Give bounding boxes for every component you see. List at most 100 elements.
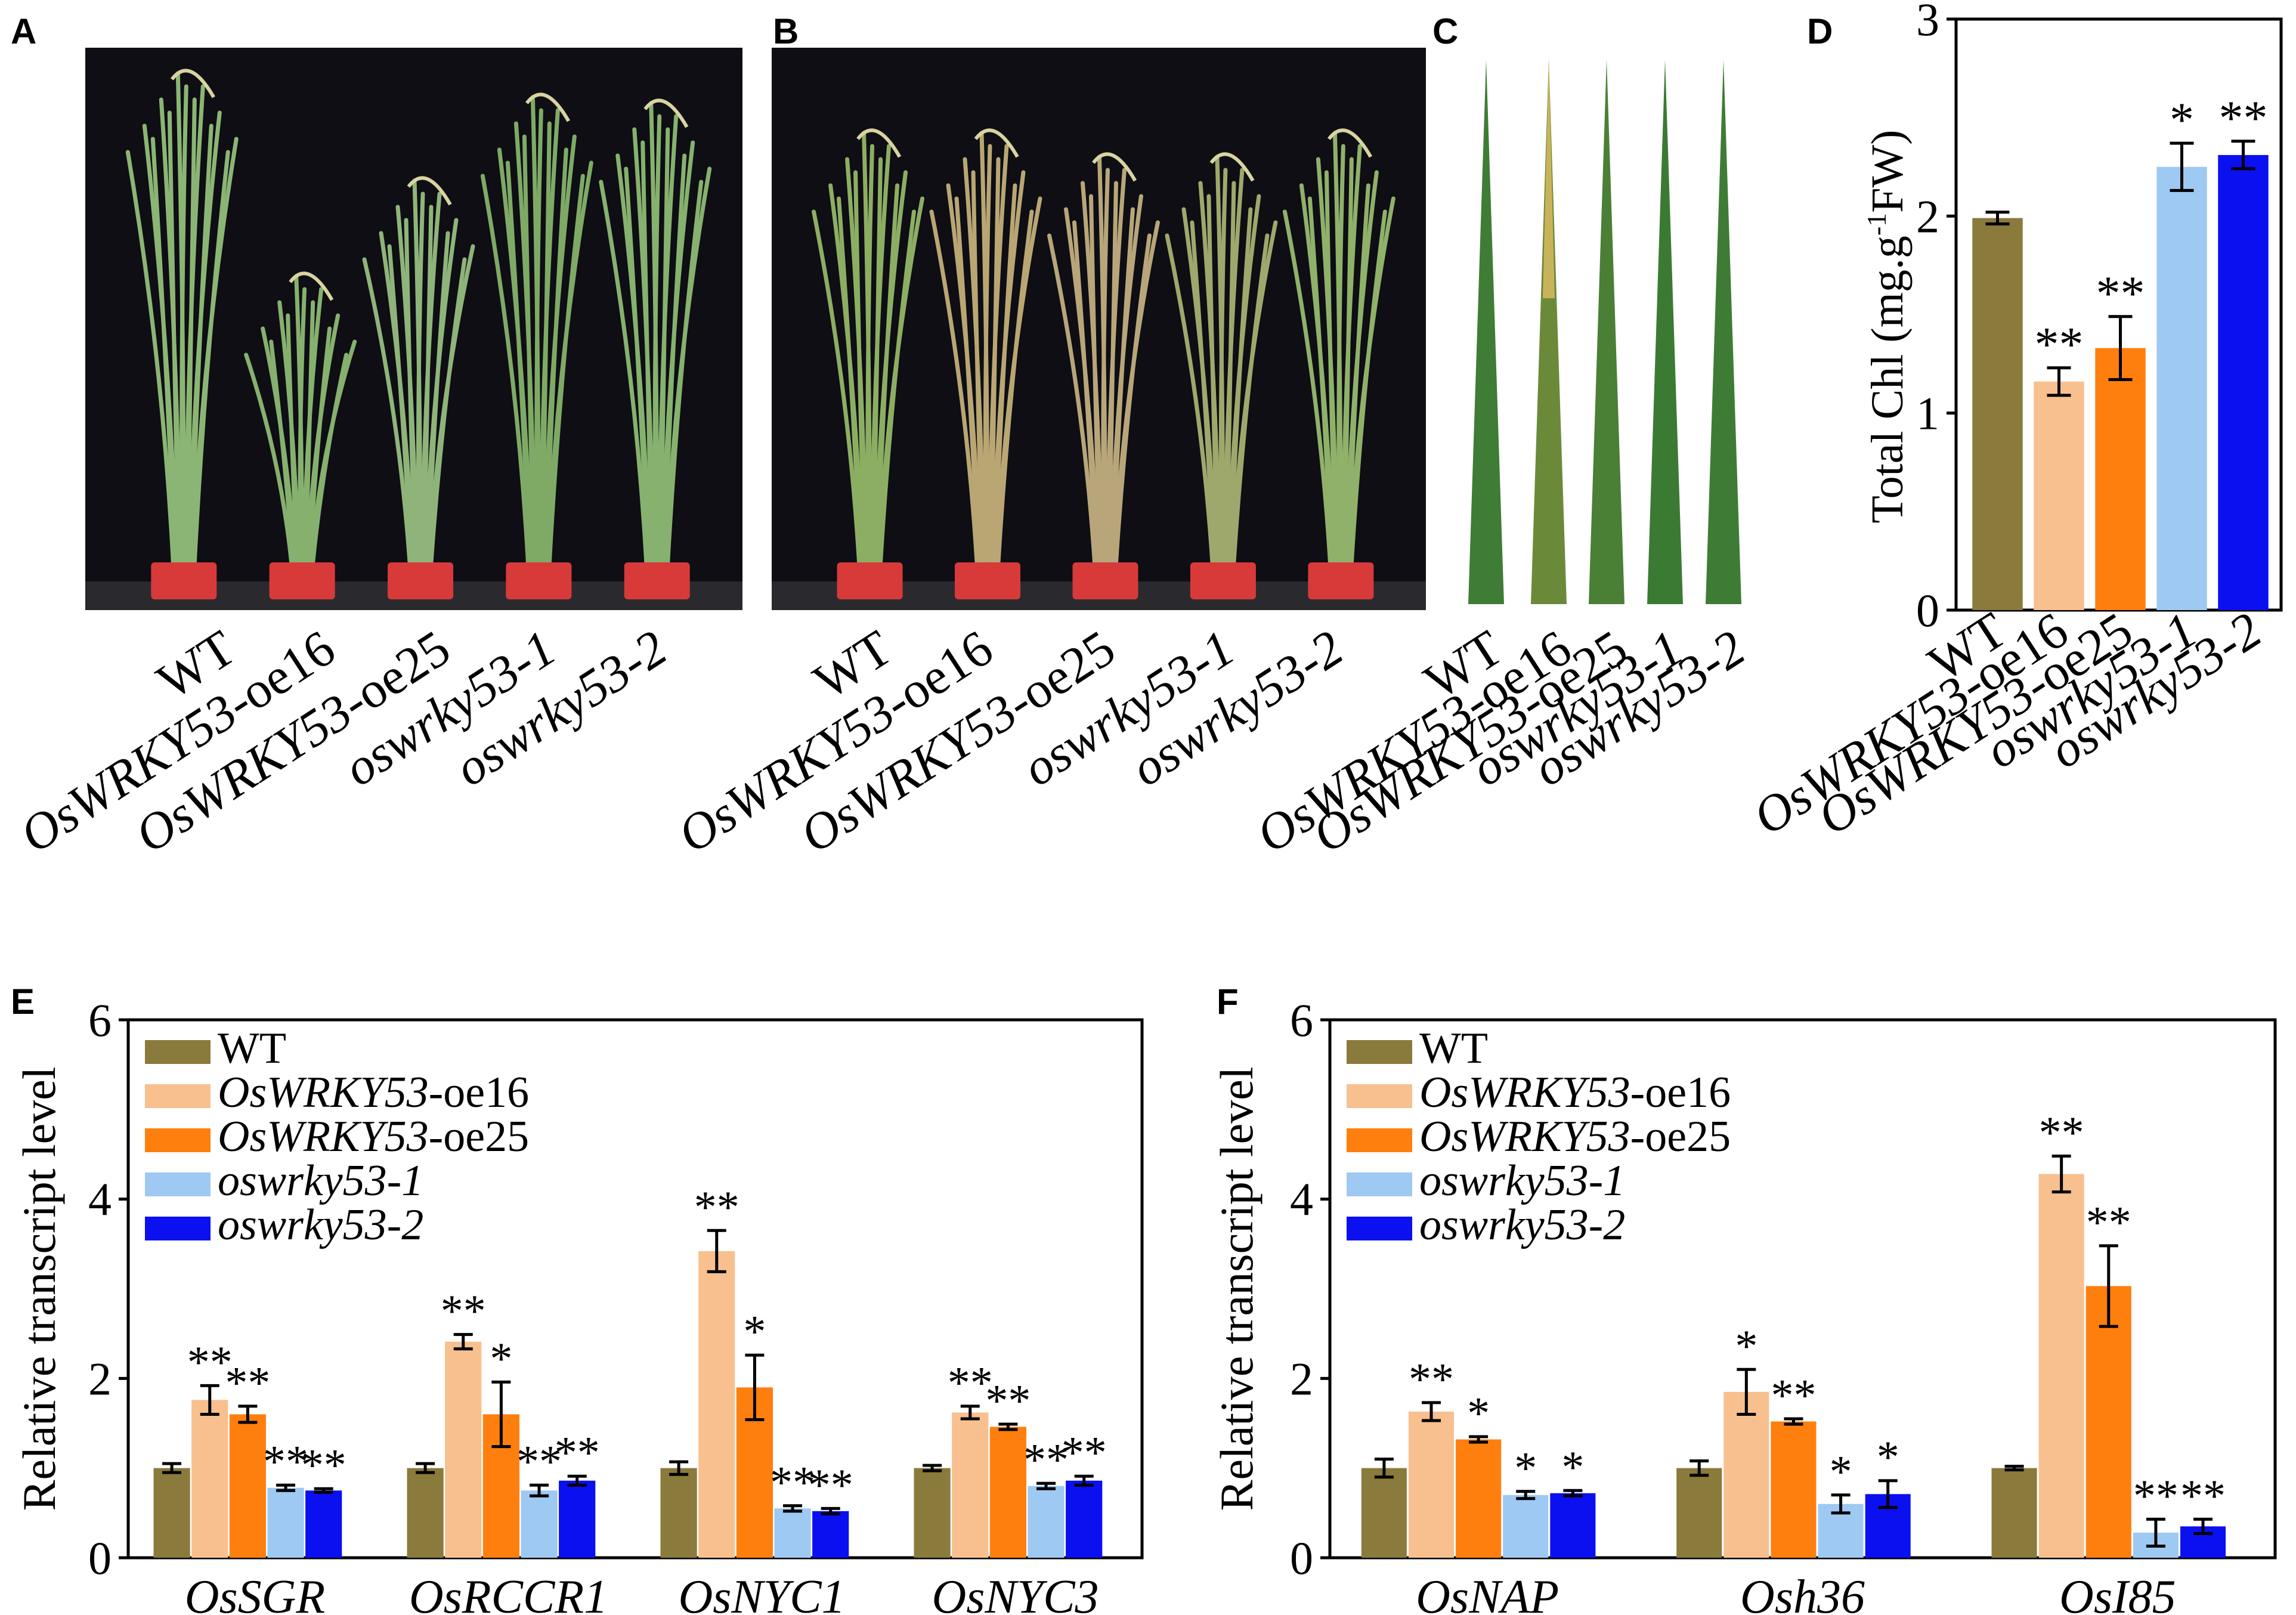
panel-letter-b: B xyxy=(773,11,799,51)
bar xyxy=(407,1468,444,1558)
legend-label: oswrky53-1 xyxy=(1419,1156,1625,1205)
significance-mark: * xyxy=(490,1334,512,1384)
bar xyxy=(1550,1493,1596,1558)
pot xyxy=(624,562,690,599)
significance-mark: ** xyxy=(1023,1435,1069,1485)
leaf-blade xyxy=(599,180,649,565)
leaves-illustration xyxy=(1468,60,1741,604)
significance-mark: * xyxy=(1830,1447,1852,1497)
significance-mark: ** xyxy=(985,1376,1031,1426)
plant-2 xyxy=(362,176,475,599)
y-tick-label: 0 xyxy=(88,1532,112,1584)
leaf-2 xyxy=(1589,60,1624,604)
panicle xyxy=(289,271,334,301)
x-category-label: OsNYC1 xyxy=(678,1571,845,1615)
legend-label: WT xyxy=(218,1024,286,1073)
bar xyxy=(774,1508,811,1558)
panicle xyxy=(1209,152,1255,182)
significance-mark: * xyxy=(1467,1388,1490,1438)
leaf-blade xyxy=(422,205,434,565)
leaf-blade xyxy=(929,209,979,565)
bar xyxy=(445,1341,482,1558)
leaf-blade xyxy=(828,183,865,565)
leaf-blade xyxy=(878,209,917,565)
leaf-blade xyxy=(1106,181,1118,565)
leaf-blade xyxy=(1342,157,1354,565)
plant-1 xyxy=(929,128,1042,599)
leaf-blade xyxy=(989,157,1001,565)
leaf-3 xyxy=(1647,60,1683,604)
x-category-label: OsI85 xyxy=(2059,1571,2176,1615)
bar xyxy=(229,1414,266,1558)
bar xyxy=(2034,381,2084,610)
leaf-blade xyxy=(649,101,660,565)
significance-mark: * xyxy=(2170,92,2194,147)
leaf-blade xyxy=(875,183,900,565)
y-tick-label: 2 xyxy=(88,1353,112,1404)
pot xyxy=(1308,562,1374,599)
leaf-blade xyxy=(1345,183,1370,565)
leaf-blade xyxy=(1316,157,1339,565)
bar xyxy=(2095,348,2146,610)
x-category-label: Osh36 xyxy=(1740,1571,1865,1615)
significance-mark: ** xyxy=(2219,91,2268,145)
plant-3 xyxy=(480,92,593,599)
leaf-yellow-tip xyxy=(1543,60,1555,298)
legend-swatch xyxy=(1347,1084,1412,1108)
bar xyxy=(1503,1495,1549,1558)
bar xyxy=(660,1468,697,1558)
bar xyxy=(153,1468,190,1558)
legend-label: OsWRKY53-oe16 xyxy=(218,1068,529,1117)
leaf-blade xyxy=(125,150,175,565)
leaf-blade xyxy=(192,150,230,565)
leaf-blade xyxy=(543,147,568,565)
plant-0 xyxy=(812,128,925,599)
leaf-blade xyxy=(307,326,332,565)
bar xyxy=(698,1251,735,1558)
significance-mark: ** xyxy=(301,1440,346,1490)
significance-mark: ** xyxy=(1062,1428,1107,1478)
significance-mark: ** xyxy=(2035,317,2084,372)
pot xyxy=(1190,562,1256,599)
significance-mark: ** xyxy=(2086,1198,2131,1248)
plot-frame xyxy=(126,1018,1144,1560)
leaf-blade xyxy=(1332,131,1343,565)
legend-label: oswrky53-1 xyxy=(218,1156,423,1205)
pot xyxy=(388,562,454,599)
legend-label: OsWRKY53-oe25 xyxy=(1419,1112,1731,1161)
significance-mark: ** xyxy=(516,1437,562,1487)
legend-swatch xyxy=(1347,1172,1412,1196)
leaf-blade xyxy=(142,123,179,565)
leaf-blade xyxy=(429,257,467,565)
leaf-blade xyxy=(666,180,704,565)
leaf-blade xyxy=(304,300,315,565)
bar xyxy=(1456,1439,1502,1558)
legend-label: WT xyxy=(1419,1024,1488,1073)
bar xyxy=(952,1412,989,1558)
pot xyxy=(506,562,572,599)
pot xyxy=(955,562,1021,599)
bar xyxy=(1028,1486,1065,1558)
panicle xyxy=(856,128,902,158)
bar xyxy=(1676,1468,1722,1558)
leaf-blade xyxy=(412,178,423,565)
leaf-4 xyxy=(1706,60,1741,604)
y-tick-label: 6 xyxy=(1290,994,1313,1046)
y-tick-label: 2 xyxy=(1290,1353,1313,1404)
legend-swatch xyxy=(145,1217,211,1240)
bar xyxy=(1066,1480,1103,1558)
leaf-blade xyxy=(632,127,656,565)
panel-b-photo xyxy=(772,48,1426,610)
x-category-label: OsSGR xyxy=(185,1571,326,1615)
bar xyxy=(1972,218,2023,610)
bar xyxy=(914,1468,951,1558)
leaf-blade xyxy=(992,183,1017,565)
bar xyxy=(1991,1468,2037,1558)
leaf-blade xyxy=(159,97,182,565)
leaf-blade xyxy=(1063,207,1100,565)
leaf-blade xyxy=(1349,209,1387,565)
leaf-blade xyxy=(1097,154,1107,565)
leaf-blade xyxy=(1224,181,1236,565)
y-tick-label: 2 xyxy=(1916,190,1939,242)
